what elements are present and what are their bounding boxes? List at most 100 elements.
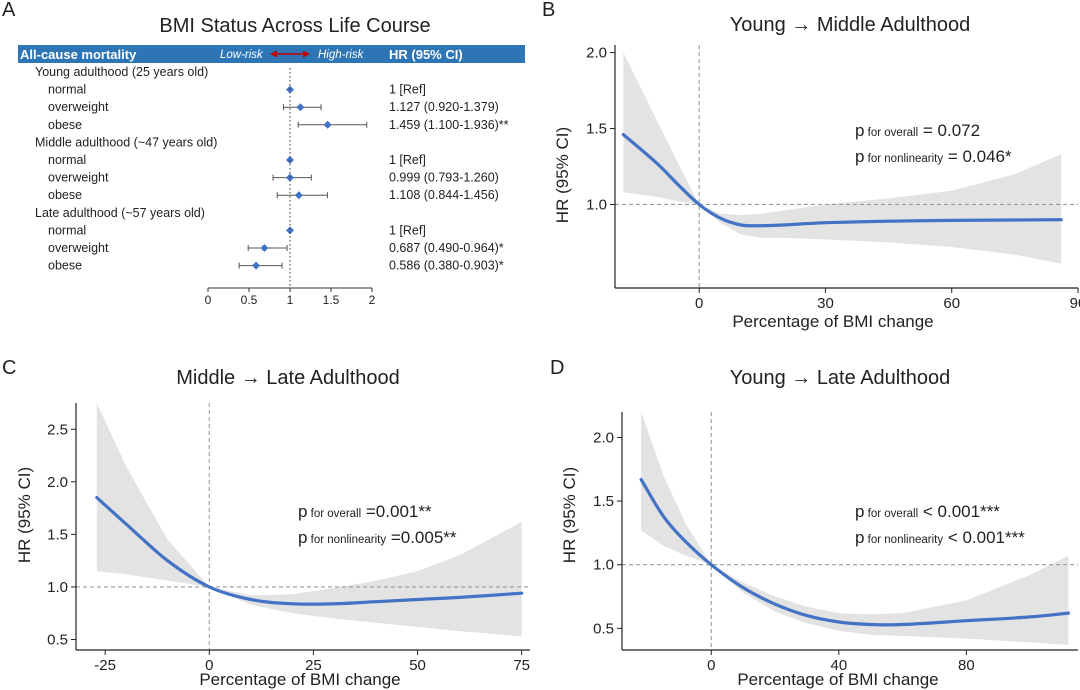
p-value-label: p for nonlinearity < 0.001*** xyxy=(855,528,1025,547)
forest-tick-label: 0.5 xyxy=(241,293,258,307)
panel-d-plot-area: 0 40 80 0.5 1.0 1.5 2.0 xyxy=(593,412,1078,674)
x-tick-label: 80 xyxy=(958,657,975,674)
x-tick-label: 40 xyxy=(830,657,847,674)
confidence-band xyxy=(96,403,522,637)
y-tick-label: 2.0 xyxy=(586,45,607,62)
forest-row-label: obese xyxy=(48,118,82,132)
forest-group-label: Young adulthood (25 years old) xyxy=(35,65,208,79)
low-risk-label: Low-risk xyxy=(220,49,264,61)
forest-point-marker xyxy=(286,226,294,235)
forest-x-axis: 0 0.5 1 1.5 2 xyxy=(205,287,376,307)
x-tick-label: 90 xyxy=(1070,295,1080,312)
forest-row-value: 1 [Ref] xyxy=(389,223,426,237)
confidence-band xyxy=(623,52,1062,264)
panel-d-spline-plot: D Young → Late Adulthood Percentage of B… xyxy=(550,357,1078,689)
panel-c-x-label: Percentage of BMI change xyxy=(199,670,400,689)
panel-c-plot-area: -25 0 25 50 75 0.5 1.0 1.5 2.0 2.5 xyxy=(47,403,530,674)
forest-row-value: 1.127 (0.920-1.379) xyxy=(389,100,499,114)
panel-b-y-label: HR (95% CI) xyxy=(553,127,572,223)
forest-tick-label: 2 xyxy=(369,293,376,307)
y-tick-label: 1.0 xyxy=(593,557,614,574)
x-tick-label: 0 xyxy=(205,657,213,674)
forest-group-label: Middle adulthood (~47 years old) xyxy=(35,135,217,149)
forest-row-value: 1 [Ref] xyxy=(389,153,426,167)
forest-row-label: normal xyxy=(48,83,86,97)
forest-row-label: normal xyxy=(48,153,86,167)
forest-row-label: overweight xyxy=(48,241,109,255)
panel-letter-d: D xyxy=(550,357,564,379)
risk-arrow xyxy=(270,50,310,58)
forest-point-marker xyxy=(252,261,261,270)
forest-row-label: overweight xyxy=(48,100,109,114)
forest-group-label: Late adulthood (~57 years old) xyxy=(35,206,205,220)
p-value-label: p for overall = 0.072 xyxy=(855,121,980,140)
x-tick-label: -25 xyxy=(94,657,116,674)
forest-point-marker xyxy=(323,120,332,129)
panel-c-title: Middle → Late Adulthood xyxy=(176,367,400,389)
x-tick-label: 75 xyxy=(513,657,530,674)
panel-b-spline-plot: B Young → Middle Adulthood Percentage of… xyxy=(542,0,1080,331)
y-tick-label: 0.5 xyxy=(593,620,614,637)
forest-point-marker xyxy=(286,85,294,94)
panel-b-title: Young → Middle Adulthood xyxy=(730,14,971,36)
forest-header-label: All-cause mortality xyxy=(20,47,137,62)
panel-d-y-label: HR (95% CI) xyxy=(560,467,579,563)
panel-b-plot-area: 0 30 60 90 1.0 1.5 2.0 xyxy=(586,45,1080,312)
forest-row-label: overweight xyxy=(48,171,109,185)
hr-header: HR (95% CI) xyxy=(389,47,463,62)
panel-b-p-values: p for overall = 0.072 p for nonlinearity … xyxy=(855,121,1012,166)
forest-row-label: obese xyxy=(48,188,82,202)
p-value-label: p for overall < 0.001*** xyxy=(855,502,1000,521)
forest-tick-label: 0 xyxy=(205,293,212,307)
panel-letter-b: B xyxy=(542,0,555,21)
panel-a-forest-plot: A BMI Status Across Life Course All-caus… xyxy=(2,0,525,307)
y-tick-label: 1.5 xyxy=(47,526,68,543)
forest-row-value: 0.586 (0.380-0.903)* xyxy=(389,259,504,273)
arrow-left-icon xyxy=(270,50,277,58)
y-tick-label: 2.0 xyxy=(47,474,68,491)
forest-point-marker xyxy=(296,103,305,112)
forest-point-marker xyxy=(294,191,303,200)
hr-curve xyxy=(621,133,1063,228)
panel-b-x-label: Percentage of BMI change xyxy=(732,312,933,331)
forest-row-value: 0.687 (0.490-0.964)* xyxy=(389,241,504,255)
confidence-band xyxy=(641,412,1069,645)
y-tick-label: 1.0 xyxy=(586,196,607,213)
forest-row-value: 1.108 (0.844-1.456) xyxy=(389,188,499,202)
forest-tick-label: 1 xyxy=(287,293,294,307)
forest-row-label: normal xyxy=(48,223,86,237)
panel-c-p-values: p for overall =0.001** p for nonlinearity… xyxy=(298,502,457,547)
x-tick-label: 25 xyxy=(305,657,322,674)
panel-d-p-values: p for overall < 0.001*** p for nonlineari… xyxy=(855,502,1025,547)
forest-point-marker xyxy=(285,173,294,182)
forest-row-value: 1 [Ref] xyxy=(389,83,426,97)
y-tick-label: 0.5 xyxy=(47,631,68,648)
p-value-label: p for nonlinearity = 0.046* xyxy=(855,147,1012,166)
y-tick-label: 1.0 xyxy=(47,579,68,596)
hr-curve xyxy=(95,496,524,606)
x-tick-label: 30 xyxy=(817,295,834,312)
x-tick-label: 60 xyxy=(943,295,960,312)
high-risk-label: High-risk xyxy=(318,49,365,61)
forest-point-marker xyxy=(260,244,269,252)
p-value-label: p for nonlinearity =0.005** xyxy=(298,528,457,547)
forest-row-value: 1.459 (1.100-1.936)** xyxy=(389,118,509,132)
panel-c-y-label: HR (95% CI) xyxy=(15,467,34,563)
panel-d-x-label: Percentage of BMI change xyxy=(737,670,938,689)
x-tick-label: 50 xyxy=(409,657,426,674)
forest-tick-label: 1.5 xyxy=(323,293,340,307)
forest-rows: Young adulthood (25 years old) normal 1 [R… xyxy=(35,65,509,288)
hr-curve xyxy=(639,477,1070,627)
x-tick-label: 0 xyxy=(695,295,703,312)
x-tick-label: 0 xyxy=(707,657,715,674)
forest-row-label: obese xyxy=(48,259,82,273)
forest-title: BMI Status Across Life Course xyxy=(159,15,430,37)
p-value-label: p for overall =0.001** xyxy=(298,502,432,521)
panel-letter-c: C xyxy=(2,357,16,379)
panel-d-title: Young → Late Adulthood xyxy=(730,367,951,389)
y-tick-label: 2.5 xyxy=(47,421,68,438)
arrow-right-icon xyxy=(303,50,310,58)
panel-c-spline-plot: C Middle → Late Adulthood Percentage of … xyxy=(2,357,530,689)
panel-letter-a: A xyxy=(2,0,16,21)
